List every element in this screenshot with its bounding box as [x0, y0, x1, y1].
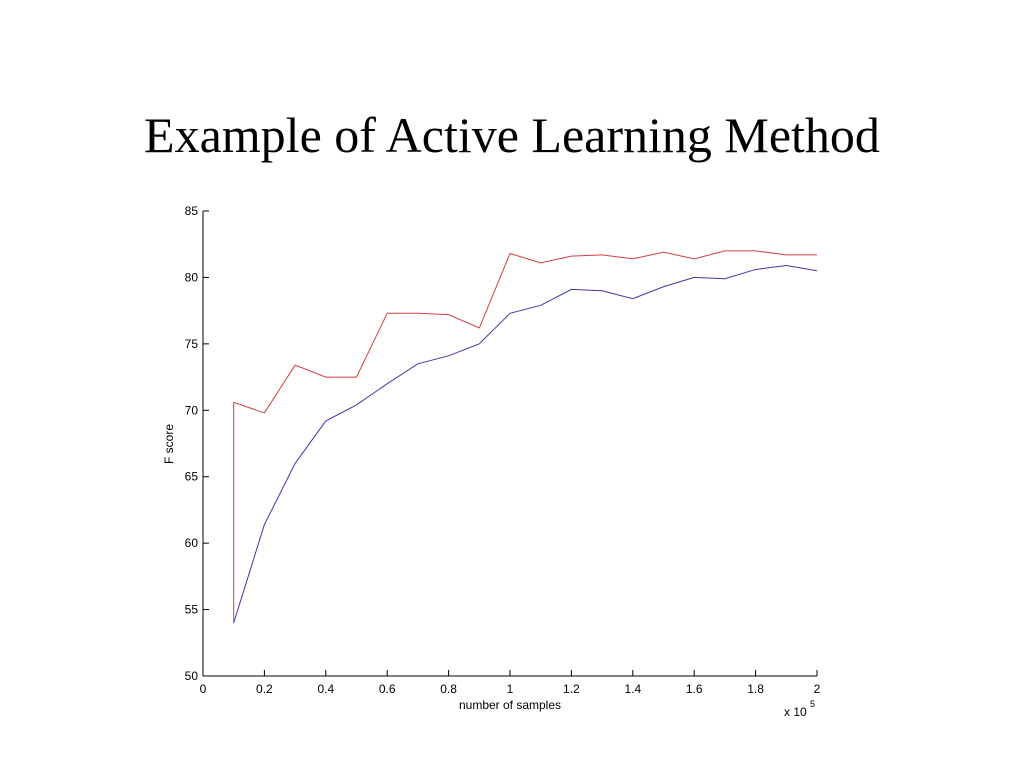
y-tick-label: 50: [185, 669, 199, 683]
y-tick-label: 70: [185, 403, 199, 417]
x-tick-label: 2: [814, 682, 821, 696]
x-multiplier: x 10: [784, 705, 807, 719]
y-tick-label: 75: [185, 337, 199, 351]
y-axis-label: F score: [162, 424, 176, 464]
x-tick-label: 0.6: [379, 682, 396, 696]
x-tick-label: 1.6: [686, 682, 703, 696]
y-tick-label: 85: [185, 204, 199, 218]
data-line: [233, 264, 818, 624]
y-tick-label: 65: [185, 470, 199, 484]
x-multiplier-exponent: 5: [810, 699, 815, 709]
x-axis-label: number of samples: [459, 698, 561, 712]
x-tick-label: 0.4: [317, 682, 334, 696]
x-tick-label: 0: [200, 682, 207, 696]
y-tick-label: 80: [185, 270, 199, 284]
data-line: [233, 250, 817, 623]
x-tick-label: 1: [507, 682, 514, 696]
x-tick-label: 1.4: [624, 682, 641, 696]
x-tick-label: 0.8: [440, 682, 457, 696]
y-tick-label: 55: [185, 603, 199, 617]
x-tick-label: 1.8: [747, 682, 764, 696]
y-tick-label: 60: [185, 536, 199, 550]
x-tick-label: 1.2: [563, 682, 580, 696]
slide-title: Example of Active Learning Method: [144, 107, 880, 163]
x-tick-label: 0.2: [256, 682, 273, 696]
